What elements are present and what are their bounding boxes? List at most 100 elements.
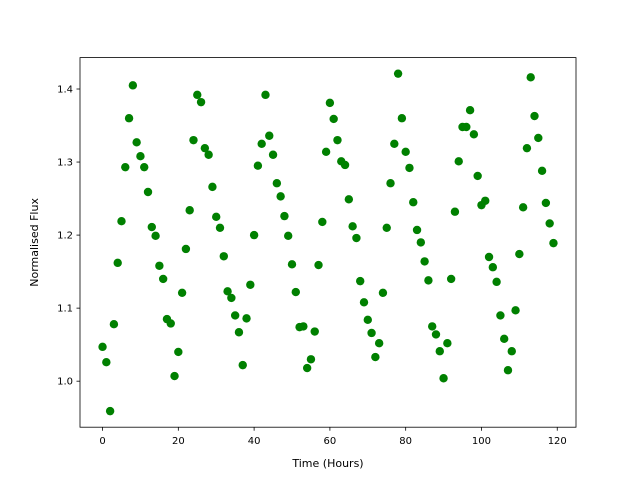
- point: [321, 147, 331, 157]
- point: [261, 90, 270, 100]
- point: [128, 81, 138, 90]
- point: [193, 90, 202, 100]
- x-tick-label: 60: [324, 436, 337, 447]
- point: [545, 219, 554, 228]
- point: [465, 105, 475, 115]
- point: [333, 135, 342, 145]
- point: [439, 374, 448, 383]
- point: [306, 355, 316, 364]
- point: [215, 223, 225, 232]
- point: [196, 97, 206, 107]
- point: [117, 217, 126, 226]
- point: [367, 328, 376, 338]
- point: [397, 114, 407, 123]
- point: [325, 98, 335, 108]
- point: [526, 73, 535, 82]
- point: [287, 260, 297, 269]
- point: [200, 143, 210, 153]
- point: [318, 217, 327, 227]
- point: [348, 222, 357, 231]
- point: [484, 252, 494, 262]
- point: [310, 327, 319, 336]
- y-tick-label: 1.0: [57, 377, 73, 388]
- point: [227, 293, 236, 303]
- point: [549, 238, 558, 248]
- point: [499, 334, 509, 344]
- point: [140, 162, 149, 172]
- point: [132, 138, 141, 147]
- point: [469, 130, 479, 139]
- point: [443, 339, 452, 348]
- point: [238, 360, 247, 370]
- point: [98, 342, 107, 352]
- point: [340, 160, 350, 170]
- point: [412, 225, 422, 235]
- point: [253, 161, 263, 170]
- point: [246, 280, 255, 289]
- point: [462, 122, 471, 132]
- point: [537, 166, 547, 176]
- x-tick-label: 0: [99, 436, 105, 447]
- point: [113, 258, 122, 268]
- point: [177, 288, 187, 297]
- point: [166, 319, 175, 328]
- point: [356, 276, 365, 286]
- point: [329, 114, 338, 124]
- point: [249, 230, 259, 240]
- point: [124, 114, 134, 123]
- point: [454, 157, 463, 166]
- point: [382, 223, 391, 232]
- point: [257, 139, 266, 148]
- point: [105, 406, 115, 416]
- point: [534, 133, 543, 143]
- point: [219, 252, 228, 261]
- point: [181, 244, 191, 254]
- point: [136, 152, 145, 161]
- point: [435, 347, 444, 356]
- point: [121, 162, 130, 172]
- x-tick-label: 120: [548, 436, 567, 447]
- y-axis-label: Normalised Flux: [28, 198, 41, 287]
- point: [420, 257, 429, 266]
- point: [378, 288, 388, 297]
- y-tick-label: 1.2: [57, 231, 73, 242]
- point: [503, 366, 513, 375]
- point: [405, 163, 414, 173]
- y-tick-label: 1.4: [57, 85, 73, 96]
- point: [314, 260, 323, 270]
- point: [212, 212, 221, 222]
- point: [496, 311, 505, 320]
- point: [450, 207, 460, 216]
- point: [518, 203, 528, 212]
- point: [223, 287, 232, 296]
- point: [481, 196, 490, 205]
- point: [276, 192, 285, 201]
- x-tick-label: 100: [472, 436, 491, 447]
- point: [268, 150, 278, 159]
- point: [284, 231, 293, 241]
- point: [390, 139, 399, 148]
- point: [291, 287, 300, 297]
- point: [155, 261, 164, 270]
- x-tick-label: 40: [248, 436, 261, 447]
- point: [515, 249, 524, 259]
- point: [174, 347, 183, 357]
- point: [424, 276, 433, 285]
- x-axis-label: Time (Hours): [291, 457, 363, 470]
- point: [230, 311, 240, 320]
- point: [522, 143, 532, 153]
- point: [109, 320, 119, 329]
- point: [363, 315, 372, 325]
- point: [488, 263, 498, 272]
- point: [143, 187, 153, 197]
- point: [185, 206, 194, 215]
- point: [234, 328, 244, 337]
- point: [393, 69, 403, 78]
- point: [428, 322, 437, 331]
- point: [374, 339, 384, 348]
- point: [541, 198, 551, 208]
- point: [446, 274, 456, 284]
- x-tick-label: 80: [399, 436, 412, 447]
- point: [431, 330, 441, 339]
